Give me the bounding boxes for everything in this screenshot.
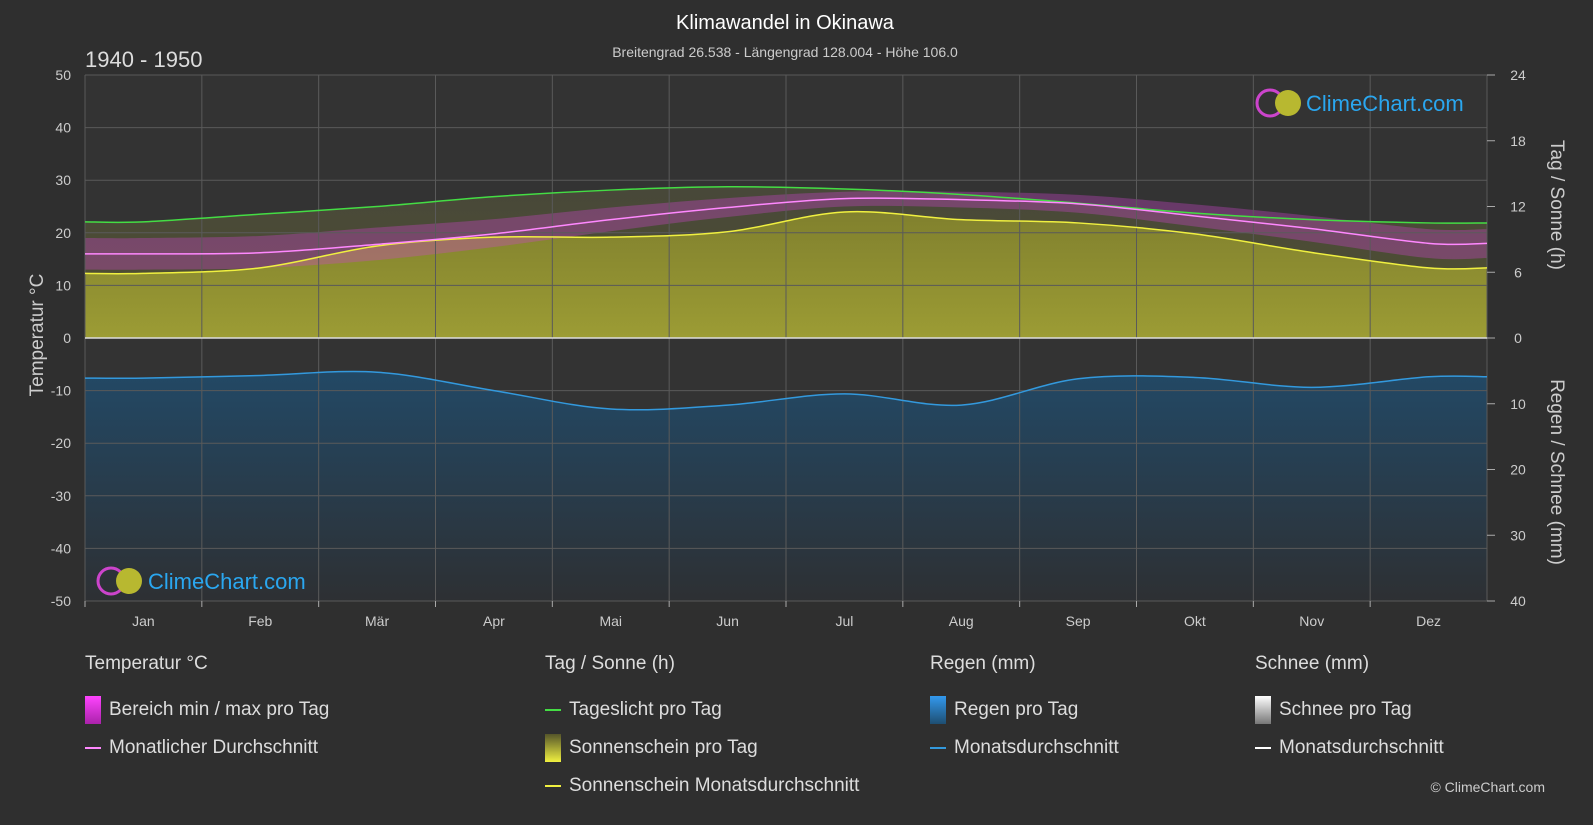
- axes: 50 40 30 20 10 0 -10 -20 -30 -40 -50 24 18 12 6 0 10 20 30…: [51, 67, 1526, 629]
- sunshine-swatch: [545, 734, 561, 762]
- chart-subtitle: Breitengrad 26.538 - Längengrad 128.004 …: [612, 44, 958, 60]
- legend-item: Bereich min / max pro Tag: [85, 696, 329, 724]
- right-tick-label: 20: [1510, 462, 1526, 478]
- line-swatch: [545, 785, 561, 787]
- line-swatch: [85, 747, 101, 749]
- month-label: Mai: [599, 613, 622, 629]
- legend-item: Regen pro Tag: [930, 696, 1119, 724]
- left-tick-label: 40: [55, 120, 71, 136]
- logo-sun-icon: [1275, 90, 1301, 116]
- right-axis-title-bottom: Regen / Schnee (mm): [1546, 379, 1567, 565]
- legend-item: Monatsdurchschnitt: [1255, 734, 1444, 762]
- legend-sun: Tag / Sonne (h) Tageslicht pro Tag Sonne…: [545, 652, 859, 810]
- right-tick-label: 0: [1514, 330, 1522, 346]
- left-tick-label: -40: [51, 540, 71, 556]
- series: [84, 186, 1488, 411]
- month-label: Apr: [483, 613, 505, 629]
- right-tick-label: 12: [1510, 199, 1526, 215]
- legend-label: Monatsdurchschnitt: [954, 737, 1119, 758]
- watermark-text: ClimeChart.com: [148, 569, 306, 594]
- line-swatch: [1255, 747, 1271, 749]
- month-label: Jul: [835, 613, 853, 629]
- left-tick-label: 10: [55, 277, 71, 293]
- left-tick-label: 30: [55, 172, 71, 188]
- month-label: Dez: [1416, 613, 1441, 629]
- range-swatch: [85, 696, 101, 724]
- rain-average-line: [84, 370, 1488, 411]
- left-tick-label: 20: [55, 225, 71, 241]
- legend-label: Regen pro Tag: [954, 699, 1079, 720]
- legend-item: Tageslicht pro Tag: [545, 696, 859, 724]
- legend-snow: Schnee (mm) Schnee pro Tag Monatsdurchsc…: [1255, 652, 1444, 772]
- legend-label: Tageslicht pro Tag: [569, 699, 722, 720]
- left-tick-label: 50: [55, 67, 71, 83]
- right-tick-label: 30: [1510, 527, 1526, 543]
- chart-title: Klimawandel in Okinawa: [676, 12, 895, 34]
- legend-label: Bereich min / max pro Tag: [109, 699, 330, 720]
- legend-label: Monatsdurchschnitt: [1279, 737, 1444, 758]
- right-tick-label: 18: [1510, 133, 1526, 149]
- legend-title: Tag / Sonne (h): [545, 653, 675, 674]
- left-tick-label: -30: [51, 488, 71, 504]
- month-label: Aug: [949, 613, 974, 629]
- line-swatch: [545, 709, 561, 711]
- watermark-text: ClimeChart.com: [1306, 91, 1464, 116]
- temperature-average-line: [84, 197, 1488, 255]
- month-label: Sep: [1066, 613, 1091, 629]
- daylight-line: [84, 186, 1488, 224]
- watermark-top: ClimeChart.com: [1255, 88, 1464, 118]
- right-tick-label: 6: [1514, 264, 1522, 280]
- watermark-bottom: ClimeChart.com: [96, 566, 306, 596]
- snow-swatch: [1255, 696, 1271, 724]
- legend-item: Monatlicher Durchschnitt: [85, 734, 329, 762]
- legend-temperature: Temperatur °C Bereich min / max pro Tag …: [85, 652, 329, 772]
- legend-item: Schnee pro Tag: [1255, 696, 1444, 724]
- line-swatch: [930, 747, 946, 749]
- legend-item: Sonnenschein pro Tag: [545, 734, 859, 762]
- left-tick-label: -20: [51, 435, 71, 451]
- month-label: Nov: [1299, 613, 1324, 629]
- month-label: Jun: [716, 613, 739, 629]
- legend-rain: Regen (mm) Regen pro Tag Monatsdurchschn…: [930, 652, 1119, 772]
- sunshine-average-line: [84, 210, 1488, 275]
- legend-label: Sonnenschein pro Tag: [569, 737, 758, 758]
- legend-title: Schnee (mm): [1255, 653, 1370, 674]
- legend-label: Sonnenschein Monatsdurchschnitt: [569, 775, 860, 796]
- month-label: Jan: [132, 613, 155, 629]
- legend-item: Sonnenschein Monatsdurchschnitt: [545, 772, 859, 800]
- legend-item: Monatsdurchschnitt: [930, 734, 1119, 762]
- legend-label: Schnee pro Tag: [1279, 699, 1412, 720]
- right-tick-label: 24: [1510, 67, 1526, 83]
- legend-title: Regen (mm): [930, 653, 1036, 674]
- logo-sun-icon: [116, 568, 142, 594]
- period-label: 1940 - 1950: [85, 47, 202, 72]
- month-label: Mär: [365, 613, 389, 629]
- left-tick-label: -10: [51, 383, 71, 399]
- right-axis-title-top: Tag / Sonne (h): [1546, 140, 1567, 270]
- left-tick-label: 0: [63, 330, 71, 346]
- rain-swatch: [930, 696, 946, 724]
- right-tick-label: 40: [1510, 593, 1526, 609]
- copyright: © ClimeChart.com: [1430, 779, 1545, 795]
- month-label: Okt: [1184, 613, 1206, 629]
- right-tick-label: 10: [1510, 396, 1526, 412]
- month-label: Feb: [248, 613, 272, 629]
- legend-label: Monatlicher Durchschnitt: [109, 737, 319, 758]
- left-tick-label: -50: [51, 593, 71, 609]
- legend-title: Temperatur °C: [85, 653, 208, 674]
- left-axis-title: Temperatur °C: [27, 274, 48, 397]
- grid: [84, 74, 1488, 602]
